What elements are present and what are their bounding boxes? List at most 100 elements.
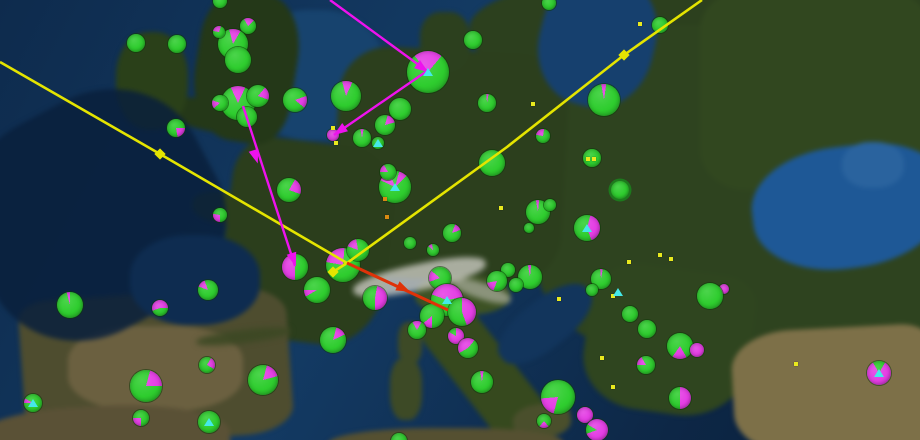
pie-marker[interactable] xyxy=(198,280,218,300)
pie-marker[interactable] xyxy=(213,0,227,8)
pie-marker[interactable] xyxy=(697,283,723,309)
pie-marker[interactable] xyxy=(168,35,186,53)
pie-marker[interactable] xyxy=(637,356,655,374)
magenta-route-uk-paris[interactable] xyxy=(241,105,297,267)
aircraft-triangle-icon[interactable] xyxy=(582,224,592,232)
pie-marker[interactable] xyxy=(380,164,396,180)
aircraft-triangle-icon[interactable] xyxy=(390,183,400,191)
site-dot[interactable] xyxy=(592,157,596,161)
pie-marker[interactable] xyxy=(130,370,162,402)
pie-marker[interactable] xyxy=(524,223,534,233)
pie-marker[interactable] xyxy=(541,380,575,414)
aircraft-triangle-icon[interactable] xyxy=(373,139,383,147)
pie-marker[interactable] xyxy=(591,269,611,289)
aircraft-triangle-icon[interactable] xyxy=(613,288,623,296)
pie-marker[interactable] xyxy=(509,278,523,292)
site-dot[interactable] xyxy=(600,356,604,360)
aircraft-triangle-icon[interactable] xyxy=(28,399,38,407)
pie-marker[interactable] xyxy=(478,94,496,112)
pie-marker[interactable] xyxy=(389,98,411,120)
pie-marker[interactable] xyxy=(133,410,149,426)
pie-marker[interactable] xyxy=(622,306,638,322)
pie-marker[interactable] xyxy=(127,34,145,52)
pie-marker[interactable] xyxy=(471,371,493,393)
pie-marker[interactable] xyxy=(212,95,228,111)
site-dot[interactable] xyxy=(611,385,615,389)
pie-marker[interactable] xyxy=(652,17,668,33)
pie-marker[interactable] xyxy=(690,343,704,357)
pie-marker[interactable] xyxy=(57,292,83,318)
pie-marker[interactable] xyxy=(427,244,439,256)
pie-marker[interactable] xyxy=(458,338,478,358)
pie-marker[interactable] xyxy=(391,433,407,440)
site-dot[interactable] xyxy=(557,297,561,301)
pie-marker[interactable] xyxy=(240,18,256,34)
pie-marker[interactable] xyxy=(429,267,451,289)
pie-marker[interactable] xyxy=(577,407,593,423)
pie-marker[interactable] xyxy=(353,129,371,147)
pie-marker[interactable] xyxy=(464,31,482,49)
magenta-route-north[interactable] xyxy=(329,0,428,72)
pie-marker[interactable] xyxy=(667,333,693,359)
pie-marker[interactable] xyxy=(347,239,369,261)
site-dot[interactable] xyxy=(334,141,338,145)
pie-marker[interactable] xyxy=(638,320,656,338)
magenta-route-west[interactable] xyxy=(333,70,428,136)
site-dot[interactable] xyxy=(385,215,389,219)
route-arrowhead-icon xyxy=(286,251,297,267)
yellow-route-east[interactable] xyxy=(332,0,703,274)
pie-marker[interactable] xyxy=(375,115,395,135)
route-waypoint-diamond-icon xyxy=(618,49,630,61)
landmass-sardinia xyxy=(390,358,422,420)
pie-marker[interactable] xyxy=(225,47,251,73)
aircraft-triangle-icon[interactable] xyxy=(874,369,884,377)
pie-marker[interactable] xyxy=(537,414,551,428)
pie-marker[interactable] xyxy=(304,277,330,303)
pie-marker[interactable] xyxy=(363,286,387,310)
pie-marker[interactable] xyxy=(586,284,598,296)
pie-marker[interactable] xyxy=(719,284,729,294)
pie-marker[interactable] xyxy=(588,84,620,116)
site-dot[interactable] xyxy=(531,102,535,106)
pie-marker[interactable] xyxy=(277,178,301,202)
pie-marker[interactable] xyxy=(544,199,556,211)
aircraft-triangle-icon[interactable] xyxy=(204,418,214,426)
pie-marker[interactable] xyxy=(408,321,426,339)
pie-marker[interactable] xyxy=(448,298,476,326)
pie-marker[interactable] xyxy=(404,237,416,249)
pie-marker[interactable] xyxy=(213,26,225,38)
pie-marker[interactable] xyxy=(443,224,461,242)
site-dot[interactable] xyxy=(586,157,590,161)
pie-marker[interactable] xyxy=(283,88,307,112)
pie-marker[interactable] xyxy=(320,327,346,353)
pie-marker[interactable] xyxy=(331,81,361,111)
pie-marker[interactable] xyxy=(248,365,278,395)
pie-marker[interactable] xyxy=(611,181,629,199)
pie-marker[interactable] xyxy=(487,271,507,291)
route-arrowhead-icon xyxy=(248,148,259,164)
site-dot[interactable] xyxy=(794,362,798,366)
pie-marker[interactable] xyxy=(586,419,608,440)
pie-marker[interactable] xyxy=(152,300,168,316)
pie-marker[interactable] xyxy=(167,119,185,137)
aircraft-triangle-icon[interactable] xyxy=(423,68,433,76)
landmass-north-africa-tunisia xyxy=(328,428,563,440)
pie-marker[interactable] xyxy=(669,387,691,409)
aircraft-triangle-icon[interactable] xyxy=(442,296,452,304)
site-dot[interactable] xyxy=(669,257,673,261)
site-dot[interactable] xyxy=(658,253,662,257)
site-dot[interactable] xyxy=(499,206,503,210)
site-dot[interactable] xyxy=(383,197,387,201)
pie-marker[interactable] xyxy=(542,0,556,10)
pie-marker[interactable] xyxy=(536,129,550,143)
pie-marker[interactable] xyxy=(213,208,227,222)
pie-marker[interactable] xyxy=(199,357,215,373)
pie-marker[interactable] xyxy=(247,85,269,107)
site-dot[interactable] xyxy=(611,294,615,298)
site-dot[interactable] xyxy=(638,22,642,26)
site-dot[interactable] xyxy=(627,260,631,264)
site-dot[interactable] xyxy=(331,126,335,130)
